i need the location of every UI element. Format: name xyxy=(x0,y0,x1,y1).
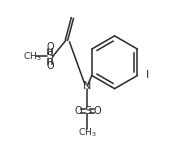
Text: O: O xyxy=(46,61,54,71)
Text: S: S xyxy=(84,106,91,116)
Text: CH$_3$: CH$_3$ xyxy=(23,50,42,63)
Text: O: O xyxy=(46,42,54,52)
Text: I: I xyxy=(146,70,149,81)
Text: N: N xyxy=(83,81,92,91)
Text: O: O xyxy=(93,106,101,116)
Text: S: S xyxy=(47,51,54,61)
Text: O: O xyxy=(74,106,82,116)
Text: CH$_3$: CH$_3$ xyxy=(78,126,97,139)
